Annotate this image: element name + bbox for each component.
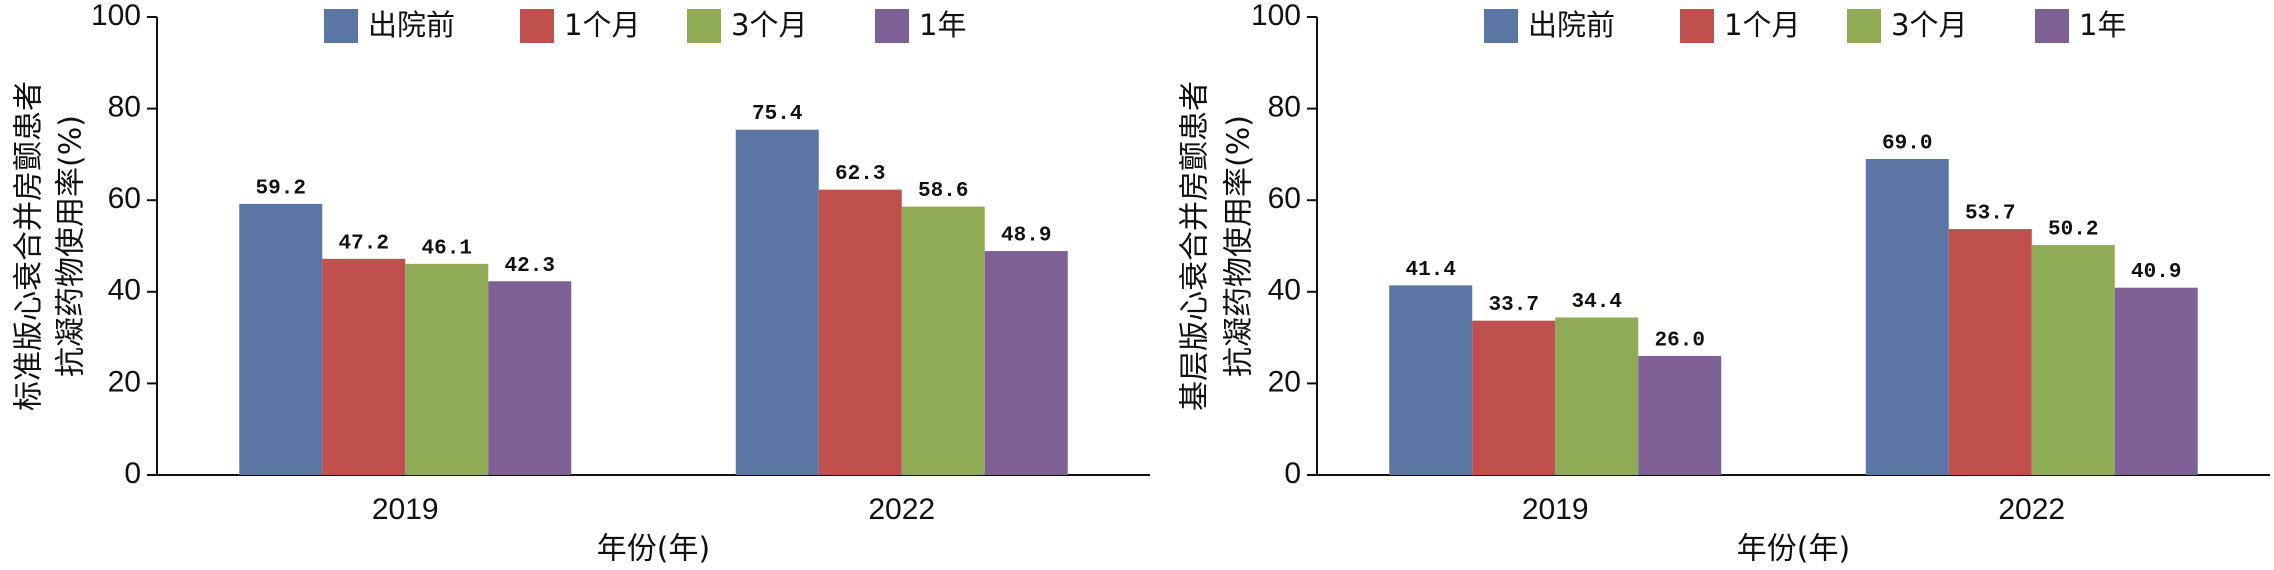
y-axis-label: 标准版心衰合并房颤患者 <box>12 81 47 411</box>
bar <box>1389 285 1473 475</box>
value-label: 33.7 <box>1489 294 1539 317</box>
value-label: 58.6 <box>918 180 968 203</box>
value-label: 34.4 <box>1572 291 1622 314</box>
value-label: 53.7 <box>1965 203 2015 226</box>
legend-label: 1个月 <box>1724 8 1800 42</box>
legend-label: 3个月 <box>1891 8 1967 42</box>
y-tick-label: 20 <box>1268 365 1301 398</box>
y-axis-label: 抗凝药物使用率(%) <box>54 115 89 377</box>
x-tick-label: 2019 <box>372 493 439 526</box>
x-tick-label: 2019 <box>1522 493 1589 526</box>
legend-label: 出院前 <box>1528 8 1615 42</box>
y-tick-label: 0 <box>1284 457 1301 490</box>
legend-swatch <box>1847 9 1881 43</box>
y-tick-label: 80 <box>1268 91 1301 124</box>
bar <box>901 206 985 475</box>
bar <box>2114 287 2198 475</box>
legend-label: 3个月 <box>731 8 807 42</box>
y-tick-label: 60 <box>1268 182 1301 215</box>
bar <box>1472 320 1556 475</box>
value-label: 50.2 <box>2048 219 2098 242</box>
legend-label: 1年 <box>919 8 966 42</box>
y-tick-label: 100 <box>91 0 141 32</box>
x-axis-label: 年份(年) <box>597 532 710 567</box>
value-label: 62.3 <box>835 163 885 186</box>
legend-label: 出院前 <box>368 8 455 42</box>
value-label: 47.2 <box>339 232 389 255</box>
bar <box>818 189 902 475</box>
x-axis-label: 年份(年) <box>1737 532 1850 567</box>
bar <box>1555 317 1639 475</box>
value-label: 59.2 <box>256 177 306 200</box>
legend-swatch <box>1680 9 1714 43</box>
legend-label: 1个月 <box>564 8 640 42</box>
legend-swatch <box>324 9 358 43</box>
y-tick-label: 80 <box>108 91 141 124</box>
x-tick-label: 2022 <box>1998 493 2065 526</box>
bar <box>984 251 1068 475</box>
value-label: 41.4 <box>1406 259 1456 282</box>
bar <box>1638 355 1722 475</box>
bar <box>1865 158 1949 476</box>
y-tick-label: 40 <box>1268 274 1301 307</box>
value-label: 48.9 <box>1001 225 1051 248</box>
legend-swatch <box>2035 9 2069 43</box>
legend-swatch <box>875 9 909 43</box>
bar <box>1948 229 2032 475</box>
legend-swatch <box>1484 9 1518 43</box>
y-axis-label: 抗凝药物使用率(%) <box>1222 115 1257 377</box>
value-label: 26.0 <box>1655 329 1705 352</box>
y-tick-label: 20 <box>108 365 141 398</box>
bar <box>488 281 572 475</box>
value-label: 40.9 <box>2131 261 2181 284</box>
chart-panel: 0 20 40 60 80 100 2019 41.4 33.7 34.4 26.0 2022 69.0… <box>1178 0 2270 567</box>
value-label: 42.3 <box>505 255 555 278</box>
bar <box>322 258 406 475</box>
legend-label: 1年 <box>2079 8 2126 42</box>
y-tick-label: 100 <box>1251 0 1301 32</box>
y-axis-label: 基层版心衰合并房颤患者 <box>1178 81 1213 411</box>
legend-swatch <box>520 9 554 43</box>
bar <box>2031 245 2115 475</box>
value-label: 69.0 <box>1882 133 1932 156</box>
bar <box>735 129 819 475</box>
bar <box>405 263 489 475</box>
legend-swatch <box>687 9 721 43</box>
chart-panel: 0 20 40 60 80 100 2019 59.2 47.2 46.1 42.3 2022 75.4… <box>12 0 1150 567</box>
y-tick-label: 60 <box>108 182 141 215</box>
bar <box>239 203 323 475</box>
x-tick-label: 2022 <box>868 493 935 526</box>
value-label: 75.4 <box>752 103 802 126</box>
y-tick-label: 0 <box>124 457 141 490</box>
value-label: 46.1 <box>422 237 472 260</box>
y-tick-label: 40 <box>108 274 141 307</box>
